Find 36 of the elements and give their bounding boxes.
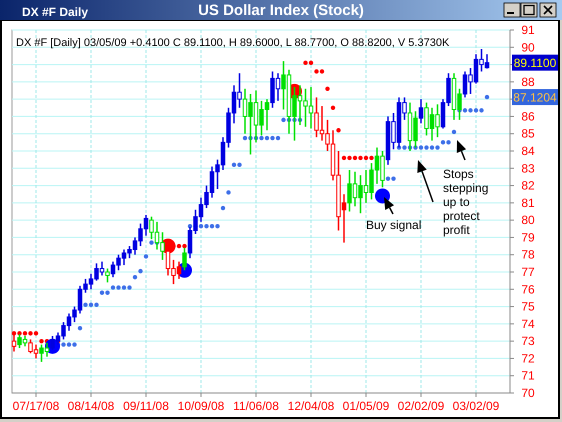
y-tick-label: 84 [521,144,535,158]
y-tick-label: 73 [521,334,535,348]
y-tick-label: 91 [521,23,535,37]
x-tick-label: 11/06/08 [233,399,280,413]
y-tick-label: 77 [521,265,535,279]
y-tick-label: 71 [521,368,535,383]
text: DX #F [Daily] 03/05/09 +0.4100 C 89.1100, H 89.6000, L 88.7700, O 88.8200, V 5.3730K [16,37,450,49]
y-tick-label: 81 [521,196,535,210]
y-tick-label: 85 [521,126,535,141]
x-tick-label: 08/14/08 [68,399,115,413]
x-tick-label: 03/02/09 [452,399,500,413]
y-tick-label: 78 [521,248,535,262]
text: 87.1204 [513,90,558,105]
y-tick-label: 80 [521,213,535,228]
y-tick-label: 83 [521,161,535,176]
annotation: Buy signal [366,218,422,232]
y-tick-label: 88 [521,74,535,89]
y-tick-label: 70 [521,386,535,400]
y-tick-label: 82 [521,178,535,193]
chart-title: US Dollar Index (Stock) [198,2,364,19]
text: 89.1100 [514,56,557,70]
y-tick-label: 79 [521,230,535,244]
y-tick-label: 90 [521,40,535,54]
x-tick-label: 09/11/08 [123,399,170,413]
x-tick-label: 01/05/09 [342,399,390,413]
y-tick-label: 74 [521,316,535,331]
x-tick-label: 02/02/09 [398,399,445,413]
y-tick-label: 72 [521,351,535,366]
y-tick-label: 75 [521,300,535,314]
text: DX #F Daily [22,5,88,19]
x-tick-label: 12/04/08 [288,399,335,413]
y-tick-label: 86 [521,109,535,124]
x-tick-label: 10/09/08 [178,399,225,413]
x-tick-label: 07/17/08 [12,399,60,413]
annotation: Stops stepping up to protect profit [443,167,488,237]
y-tick-label: 76 [521,282,535,296]
